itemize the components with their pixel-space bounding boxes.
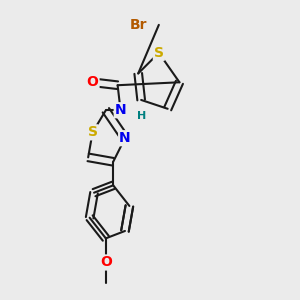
Text: O: O	[100, 256, 112, 269]
Text: S: S	[154, 46, 164, 60]
Text: N: N	[115, 103, 126, 117]
Text: H: H	[136, 111, 146, 121]
Text: S: S	[88, 125, 98, 139]
Text: Br: Br	[130, 18, 147, 32]
Text: O: O	[87, 75, 98, 89]
Text: N: N	[119, 131, 131, 145]
